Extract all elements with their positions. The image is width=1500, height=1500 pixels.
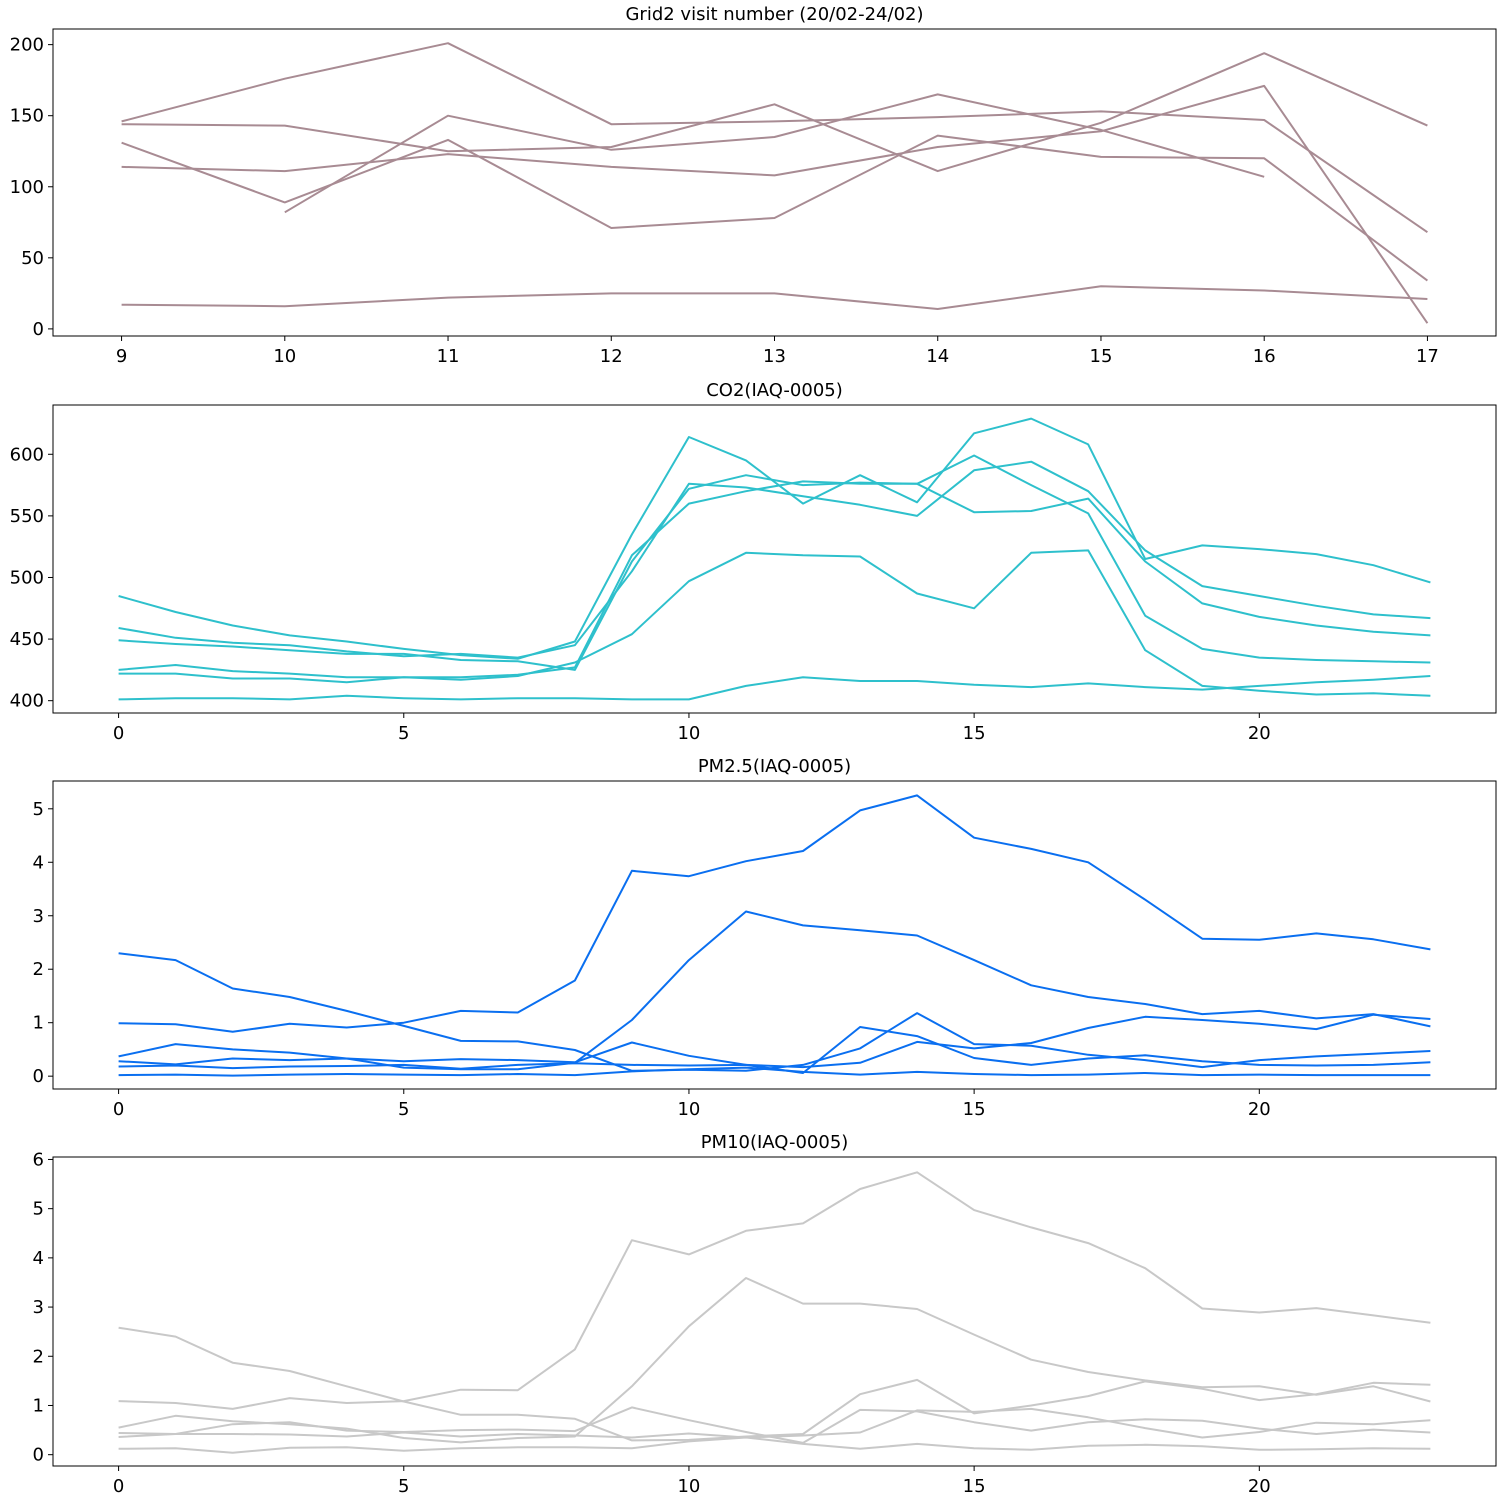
y-tick-label: 600 [10, 444, 44, 465]
y-tick-label: 2 [33, 1346, 44, 1367]
series-line-2 [121, 42, 1428, 234]
series-line-4 [121, 134, 1428, 282]
x-tick-label: 5 [398, 723, 409, 744]
chart-title: PM10(IAQ-0005) [701, 1132, 849, 1153]
series-line-4 [118, 480, 1431, 679]
y-tick-label: 1 [33, 1395, 44, 1416]
y-tick-label: 2 [33, 959, 44, 980]
chart-title: Grid2 visit number (20/02-24/02) [625, 4, 923, 25]
y-tick-label: 150 [10, 106, 44, 127]
x-tick-label: 9 [116, 346, 127, 367]
y-tick-label: 5 [33, 1199, 44, 1220]
axes-frame [52, 780, 1497, 1090]
y-tick-label: 50 [21, 248, 44, 269]
x-tick-label: 20 [1248, 1476, 1271, 1497]
series-line-6 [118, 1066, 1431, 1077]
x-tick-label: 20 [1248, 1099, 1271, 1120]
y-tick-label: 3 [33, 1297, 44, 1318]
series-line-3 [118, 910, 1431, 1071]
series-line-1 [118, 417, 1431, 660]
chart-title: CO2(IAQ-0005) [706, 380, 843, 401]
y-tick-label: 3 [33, 906, 44, 927]
x-tick-label: 15 [963, 723, 986, 744]
x-tick-label: 10 [677, 723, 700, 744]
series-line-1 [118, 1326, 1431, 1442]
chart-panel-co2: CO2(IAQ-0005) 0 5 10 15 20 400 450 500 550 600 [10, 380, 1497, 744]
series-line-1 [118, 952, 1431, 1072]
x-tick-label: 10 [273, 346, 296, 367]
y-tick-label: 100 [10, 177, 44, 198]
y-tick-label: 450 [10, 629, 44, 650]
chart-panel-visits: Grid2 visit number (20/02-24/02) 9 10 11 12… [10, 4, 1497, 367]
x-tick-label: 20 [1248, 723, 1271, 744]
series-line-2 [118, 794, 1431, 1033]
x-tick-label: 5 [398, 1099, 409, 1120]
series-line-3 [121, 52, 1428, 173]
x-tick-label: 14 [926, 346, 949, 367]
chart-panel-pm25: PM2.5(IAQ-0005) 0 5 10 15 20 0 1 2 3 4 5 [33, 756, 1497, 1120]
series-line-5 [118, 549, 1431, 697]
x-tick-label: 11 [437, 346, 460, 367]
x-tick-label: 10 [677, 1099, 700, 1120]
x-tick-label: 0 [113, 1099, 124, 1120]
x-tick-label: 13 [763, 346, 786, 367]
y-tick-label: 200 [10, 35, 44, 56]
y-tick-label: 400 [10, 691, 44, 712]
y-tick-label: 5 [33, 799, 44, 820]
series-line-5 [118, 1013, 1431, 1070]
series-line-3 [118, 454, 1431, 671]
x-tick-label: 15 [1090, 346, 1113, 367]
chart-panel-pm10: PM10(IAQ-0005) 0 5 10 15 20 0 1 2 3 4 5 6 [33, 1132, 1497, 1497]
y-tick-label: 0 [33, 1066, 44, 1087]
x-tick-label: 15 [963, 1476, 986, 1497]
series-line-2 [118, 460, 1431, 659]
axes-frame [52, 404, 1497, 714]
x-tick-label: 10 [677, 1476, 700, 1497]
x-tick-label: 12 [600, 346, 623, 367]
series-line-6 [118, 675, 1431, 701]
y-tick-label: 6 [33, 1149, 44, 1170]
x-tick-label: 0 [113, 1476, 124, 1497]
series-line-6 [118, 1436, 1431, 1454]
axes-frame [52, 1156, 1497, 1467]
x-tick-label: 15 [963, 1099, 986, 1120]
y-tick-label: 4 [33, 852, 44, 873]
y-tick-label: 500 [10, 567, 44, 588]
y-tick-label: 4 [33, 1248, 44, 1269]
x-tick-label: 0 [113, 723, 124, 744]
series-line-5 [118, 1407, 1431, 1439]
series-line-3 [118, 1277, 1431, 1444]
series-line-5 [121, 84, 1429, 324]
y-tick-label: 0 [33, 319, 44, 340]
axes-frame [52, 28, 1497, 337]
chart-title: PM2.5(IAQ-0005) [698, 756, 851, 777]
y-tick-label: 0 [33, 1445, 44, 1466]
series-line-2 [118, 1171, 1431, 1410]
x-tick-label: 16 [1253, 346, 1276, 367]
series-line-6 [284, 93, 1265, 214]
x-tick-label: 17 [1416, 346, 1439, 367]
series-line-1 [121, 285, 1428, 310]
y-tick-label: 550 [10, 506, 44, 527]
x-tick-label: 5 [398, 1476, 409, 1497]
series-line-4 [118, 1406, 1431, 1444]
y-tick-label: 1 [33, 1013, 44, 1034]
